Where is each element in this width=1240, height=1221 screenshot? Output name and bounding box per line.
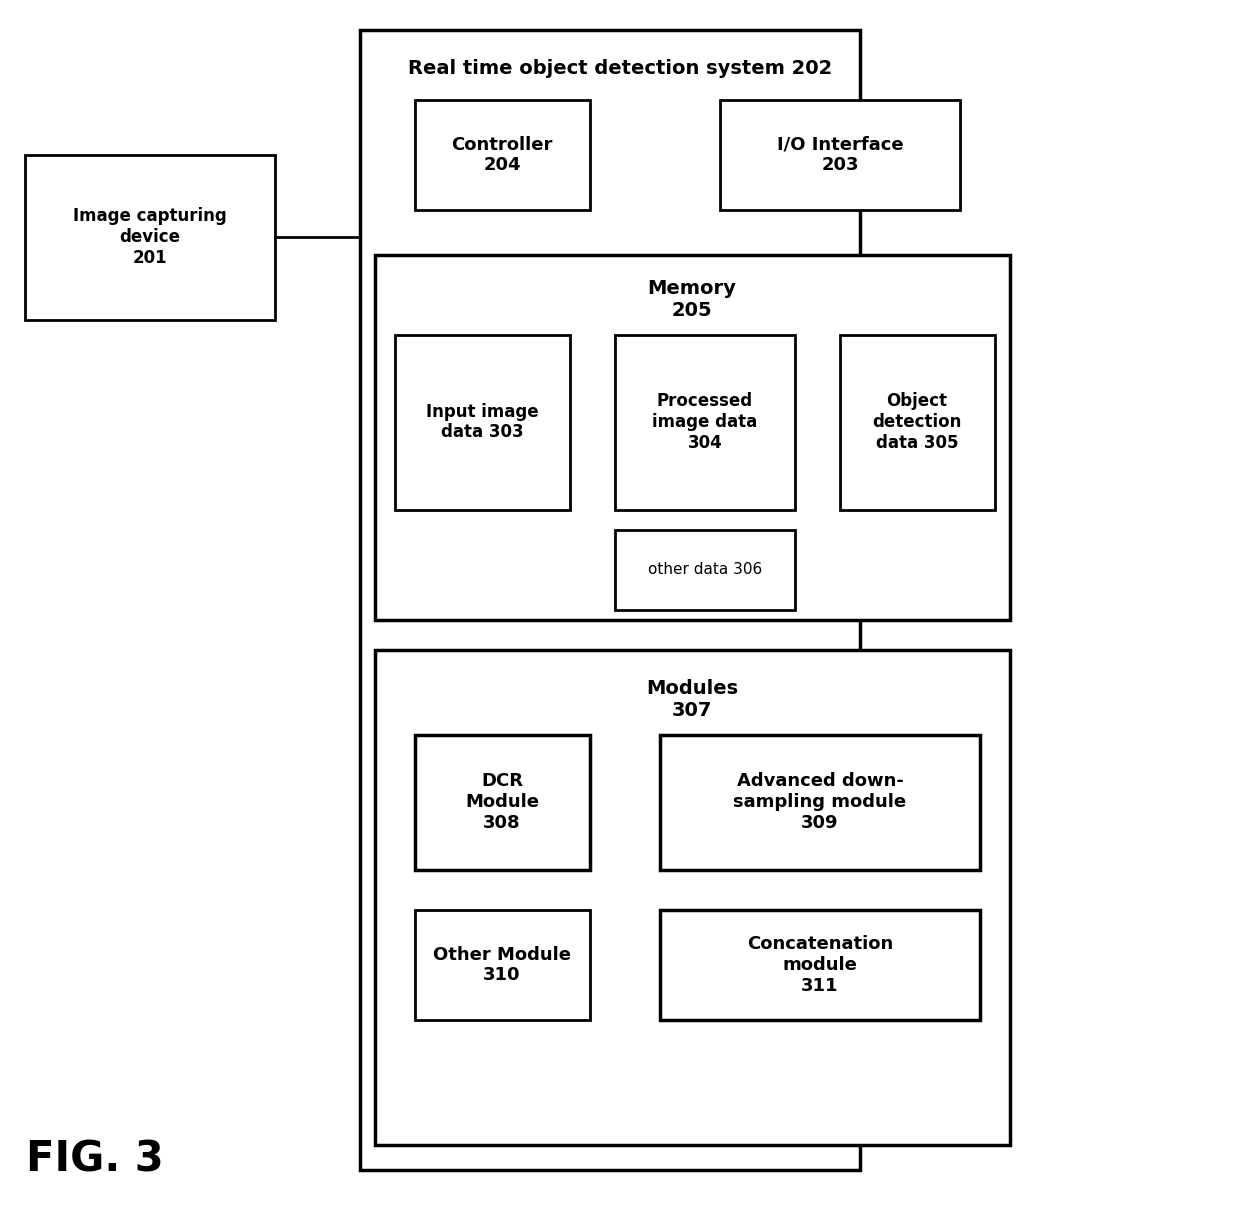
Bar (25, 155, 275, 320)
Text: Object
detection
data 305: Object detection data 305 (872, 392, 962, 452)
Text: Other Module
310: Other Module 310 (433, 945, 570, 984)
Bar (839, 335, 994, 510)
Bar (720, 100, 960, 210)
Bar (415, 910, 590, 1020)
Text: Processed
image data
304: Processed image data 304 (652, 392, 758, 452)
Bar (415, 100, 590, 210)
Text: Real time object detection system 202: Real time object detection system 202 (408, 59, 832, 77)
Bar (374, 650, 1011, 1145)
Bar (615, 530, 795, 610)
Text: other data 306: other data 306 (647, 563, 763, 578)
Text: FIG. 3: FIG. 3 (26, 1139, 164, 1181)
Text: Image capturing
device
201: Image capturing device 201 (73, 208, 227, 267)
Text: DCR
Module
308: DCR Module 308 (465, 772, 539, 832)
Text: Advanced down-
sampling module
309: Advanced down- sampling module 309 (733, 772, 906, 832)
Text: I/O Interface
203: I/O Interface 203 (776, 136, 903, 175)
Text: Concatenation
module
311: Concatenation module 311 (746, 935, 893, 995)
Bar (415, 735, 590, 871)
Text: Memory
205: Memory 205 (647, 280, 737, 320)
Text: Input image
data 303: Input image data 303 (425, 403, 538, 442)
Text: Controller
204: Controller 204 (451, 136, 553, 175)
Bar (396, 335, 570, 510)
Bar (660, 910, 980, 1020)
Bar (615, 335, 795, 510)
Text: Modules
307: Modules 307 (646, 680, 738, 720)
Bar (660, 735, 980, 871)
Bar (360, 31, 861, 1170)
Bar (374, 255, 1011, 620)
